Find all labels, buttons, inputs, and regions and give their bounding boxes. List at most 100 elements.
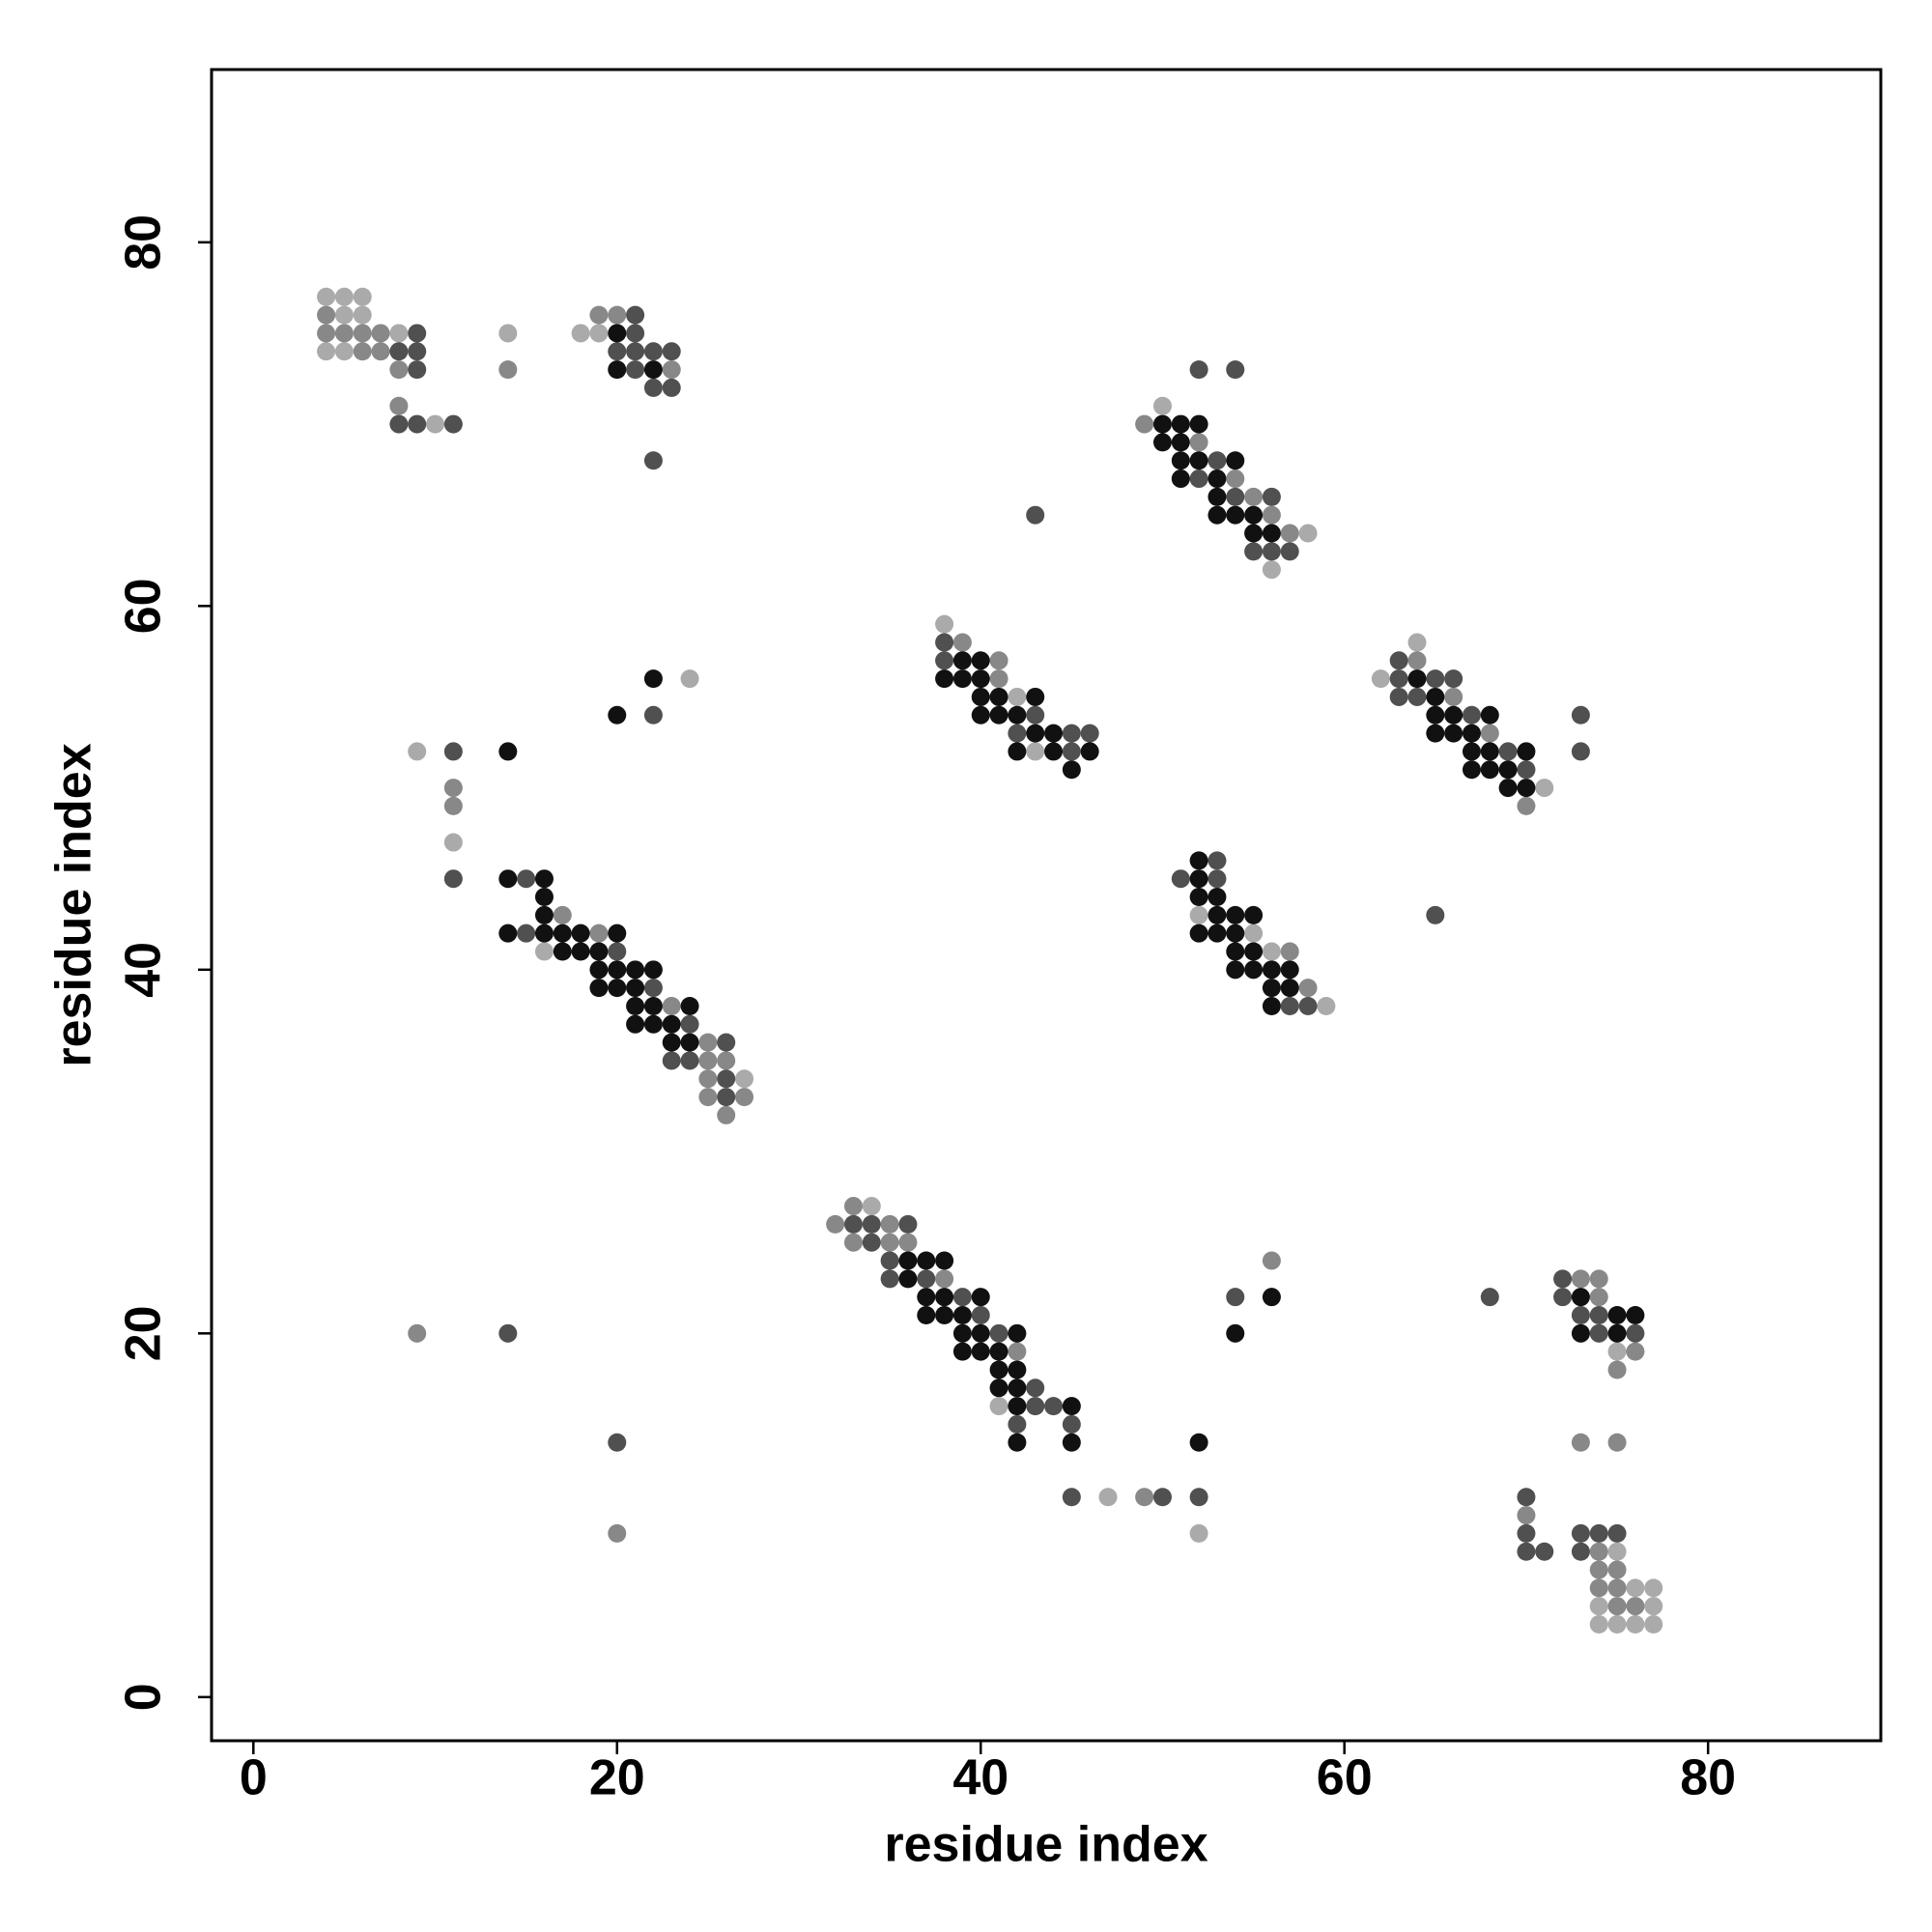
contact-point (1589, 1523, 1608, 1543)
contact-point (1152, 433, 1172, 452)
y-tick-label: 80 (116, 214, 172, 270)
x-tick-label: 60 (1317, 1750, 1373, 1806)
contact-point (698, 1088, 718, 1107)
contact-point (1426, 687, 1445, 706)
contact-point (1244, 960, 1264, 980)
contact-point (534, 905, 554, 924)
contact-point (389, 396, 409, 415)
contact-point (317, 305, 336, 325)
contact-point (443, 742, 463, 761)
contact-point (1426, 724, 1445, 743)
contact-point (1008, 1323, 1027, 1343)
contact-point (443, 869, 463, 889)
contact-point (1462, 760, 1481, 780)
contact-point (1517, 760, 1536, 780)
contact-point (571, 923, 590, 943)
contact-point (589, 960, 609, 980)
contact-point (880, 1214, 899, 1234)
contact-point (1026, 705, 1045, 724)
contact-point (1226, 469, 1245, 489)
contact-point (917, 1288, 936, 1307)
contact-point (1480, 760, 1499, 780)
contact-point (971, 1305, 990, 1324)
contact-point (1189, 888, 1208, 907)
contact-point (1571, 1433, 1590, 1452)
contact-point (826, 1214, 845, 1234)
contact-point (1135, 1488, 1154, 1507)
x-axis-label: residue index (884, 1817, 1208, 1873)
contact-point (534, 942, 554, 961)
contact-point (608, 705, 627, 724)
contact-point (589, 305, 609, 325)
contact-point (662, 342, 681, 361)
plot-frame (210, 68, 1883, 1743)
contact-point (1517, 1506, 1536, 1525)
contact-point (608, 979, 627, 998)
contact-point (1189, 869, 1208, 889)
contact-point (1644, 1615, 1663, 1634)
y-tick-label: 40 (116, 942, 172, 998)
contact-point (443, 779, 463, 798)
contact-point (1571, 1305, 1590, 1324)
contact-point (1008, 1414, 1027, 1434)
contact-point (989, 1378, 1009, 1398)
contact-point (1607, 1360, 1627, 1379)
contact-point (408, 360, 427, 380)
contact-point (1553, 1269, 1573, 1289)
contact-point (1607, 1597, 1627, 1616)
contact-point (1062, 760, 1081, 780)
contact-point (334, 305, 354, 325)
contact-point (680, 1051, 699, 1070)
contact-point (1226, 905, 1245, 924)
contact-point (1280, 524, 1299, 543)
contact-point (1607, 1523, 1627, 1543)
contact-point (1152, 396, 1172, 415)
contact-point (1607, 1433, 1627, 1452)
contact-point (1244, 923, 1264, 943)
contact-point (662, 360, 681, 380)
contact-point (843, 1233, 863, 1252)
contact-point (643, 1014, 663, 1034)
contact-point (1444, 669, 1463, 689)
contact-point (1517, 742, 1536, 761)
contact-point (917, 1305, 936, 1324)
contact-point (717, 1088, 736, 1107)
contact-point (1589, 1578, 1608, 1598)
contact-point (952, 1288, 972, 1307)
contact-point (935, 1269, 954, 1289)
contact-point (880, 1269, 899, 1289)
contact-point (589, 923, 609, 943)
contact-point (971, 1323, 990, 1343)
contact-point (935, 669, 954, 689)
y-tick-label: 0 (116, 1683, 172, 1711)
contact-point (935, 1305, 954, 1324)
contact-point (626, 979, 645, 998)
y-tick-label: 20 (116, 1305, 172, 1361)
contact-point (1008, 1360, 1027, 1379)
contact-point (971, 1288, 990, 1307)
contact-point (862, 1233, 881, 1252)
contact-point (1189, 451, 1208, 470)
contact-point (1244, 524, 1264, 543)
contact-point (1607, 1542, 1627, 1561)
contact-point (989, 1360, 1009, 1379)
contact-point (1226, 1323, 1245, 1343)
contact-point (717, 1105, 736, 1124)
contact-point (989, 1397, 1009, 1416)
contact-point (408, 342, 427, 361)
contact-point (1589, 1269, 1608, 1289)
x-tick-label: 20 (589, 1750, 645, 1806)
contact-point (1571, 1542, 1590, 1561)
contact-point (626, 342, 645, 361)
contact-point (443, 414, 463, 434)
contact-point (952, 651, 972, 670)
contact-point (1008, 724, 1027, 743)
contact-point (608, 960, 627, 980)
contact-point (643, 960, 663, 980)
contact-point (643, 360, 663, 380)
contact-point (843, 1214, 863, 1234)
contact-point (334, 342, 354, 361)
contact-point (662, 1051, 681, 1070)
contact-point (317, 342, 336, 361)
